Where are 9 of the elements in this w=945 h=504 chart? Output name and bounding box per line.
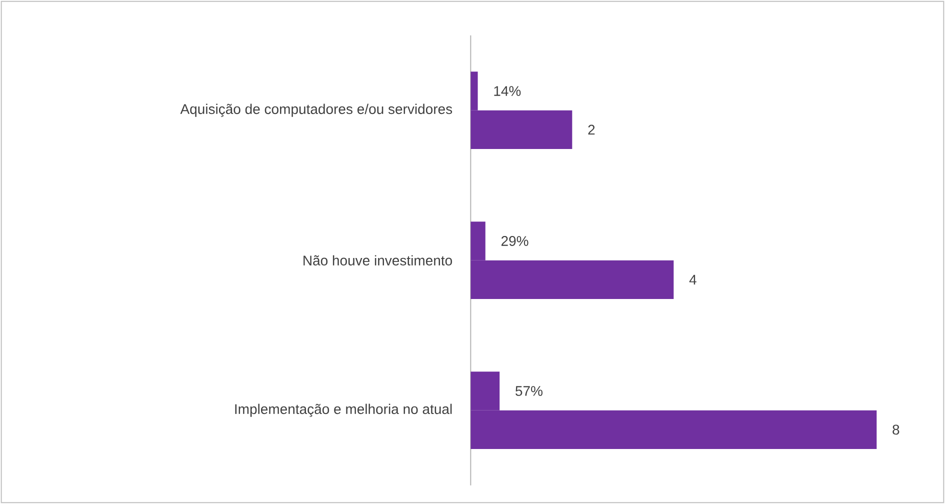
y-tick-label: Implementação e melhoria no atual: [235, 404, 452, 417]
data-label: 14%: [494, 86, 521, 96]
y-tick-label: Aquisição de computadores e/ou servidores: [180, 104, 452, 117]
data-label: 4: [689, 274, 696, 284]
data-label: 2: [588, 124, 595, 135]
data-label: 29%: [501, 236, 528, 246]
data-label: 8: [892, 424, 900, 435]
data-label: 57%: [516, 386, 542, 396]
y-tick-label: Não houve investimento: [304, 255, 452, 266]
